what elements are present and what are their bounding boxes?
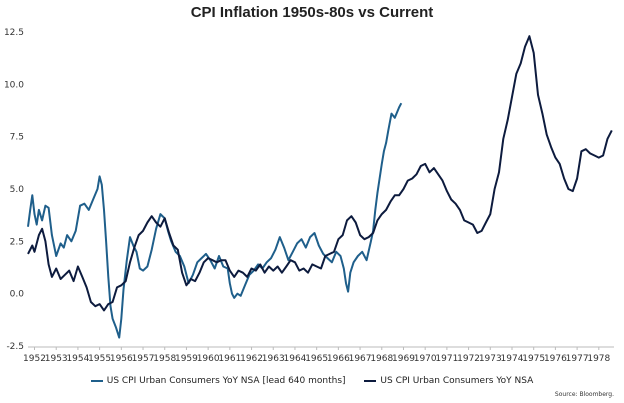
x-tick-label: 1966 bbox=[327, 354, 350, 364]
y-tick-label: 2.5 bbox=[10, 237, 24, 247]
x-tick-label: 1961 bbox=[218, 354, 241, 364]
chart-title: CPI Inflation 1950s-80s vs Current bbox=[190, 4, 434, 21]
x-tick-label: 1953 bbox=[45, 354, 68, 364]
x-tick-label: 1954 bbox=[66, 354, 89, 364]
legend-label-lead: US CPI Urban Consumers YoY NSA [lead 640… bbox=[106, 376, 346, 386]
x-tick-label: 1965 bbox=[305, 354, 328, 364]
x-tick-label: 1976 bbox=[544, 354, 567, 364]
x-tick-label: 1969 bbox=[392, 354, 415, 364]
x-tick-label: 1973 bbox=[479, 354, 502, 364]
series-layer bbox=[27, 35, 613, 339]
x-tick-label: 1974 bbox=[501, 354, 524, 364]
x-tick-label: 1964 bbox=[284, 354, 307, 364]
y-axis-ticks: 12.5 10.0 7.5 5.0 2.5 0.0 -2.5 bbox=[4, 28, 24, 352]
x-tick-label: 1962 bbox=[240, 354, 263, 364]
x-tick-label: 1970 bbox=[414, 354, 437, 364]
x-tick-label: 1978 bbox=[587, 354, 610, 364]
x-tick-label: 1972 bbox=[457, 354, 480, 364]
y-tick-label: 7.5 bbox=[10, 133, 24, 143]
legend-label-current: US CPI Urban Consumers YoY NSA bbox=[380, 376, 534, 386]
y-tick-label: 10.0 bbox=[4, 80, 24, 90]
x-tick-label: 1967 bbox=[349, 354, 372, 364]
x-tick-label: 1952 bbox=[23, 354, 46, 364]
x-tick-label: 1959 bbox=[175, 354, 198, 364]
y-tick-label: 0.0 bbox=[10, 290, 25, 300]
x-tick-label: 1975 bbox=[522, 354, 545, 364]
legend-item-lead: US CPI Urban Consumers YoY NSA [lead 640… bbox=[90, 376, 346, 386]
legend: US CPI Urban Consumers YoY NSA [lead 640… bbox=[0, 375, 624, 386]
source-note: Source: Bloomberg. bbox=[554, 391, 614, 398]
y-tick-label: -2.5 bbox=[6, 342, 24, 352]
series-line-current bbox=[27, 35, 613, 312]
y-tick-label: 12.5 bbox=[4, 28, 24, 38]
x-tick-label: 1971 bbox=[435, 354, 458, 364]
y-tick-label: 5.0 bbox=[10, 185, 25, 195]
legend-swatch-lead bbox=[90, 380, 103, 382]
x-tick-label: 1977 bbox=[566, 354, 589, 364]
legend-item-current: US CPI Urban Consumers YoY NSA bbox=[364, 376, 533, 386]
x-tick-label: 1963 bbox=[262, 354, 285, 364]
x-tick-label: 1968 bbox=[370, 354, 393, 364]
legend-swatch-current bbox=[364, 380, 377, 382]
x-tick-label: 1957 bbox=[132, 354, 155, 364]
x-axis-ticks: 1952195319541955195619571958195919601961… bbox=[23, 347, 611, 364]
series-line-lead bbox=[27, 102, 403, 339]
x-tick-label: 1960 bbox=[197, 354, 220, 364]
x-tick-label: 1956 bbox=[110, 354, 133, 364]
x-tick-label: 1958 bbox=[153, 354, 176, 364]
x-tick-label: 1955 bbox=[88, 354, 111, 364]
